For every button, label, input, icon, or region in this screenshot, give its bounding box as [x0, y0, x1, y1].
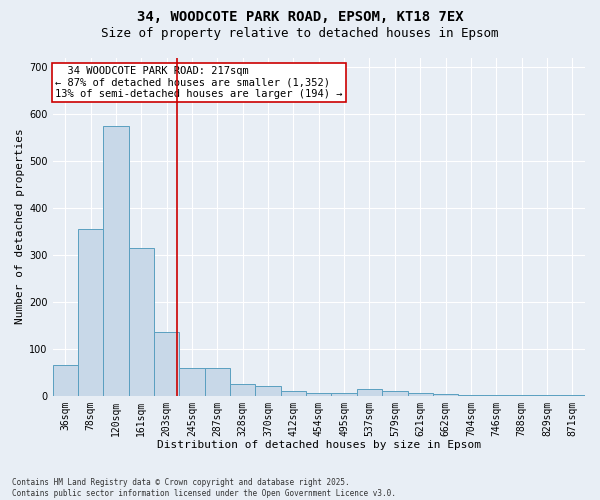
Bar	[357, 388, 382, 396]
Bar	[205, 368, 230, 396]
Bar	[433, 394, 458, 396]
Text: 34 WOODCOTE PARK ROAD: 217sqm
← 87% of detached houses are smaller (1,352)
13% o: 34 WOODCOTE PARK ROAD: 217sqm ← 87% of d…	[55, 66, 343, 99]
Bar	[154, 332, 179, 396]
Text: 34, WOODCOTE PARK ROAD, EPSOM, KT18 7EX: 34, WOODCOTE PARK ROAD, EPSOM, KT18 7EX	[137, 10, 463, 24]
Bar	[382, 391, 407, 396]
Bar	[53, 365, 78, 396]
Bar	[509, 395, 534, 396]
Bar	[407, 394, 433, 396]
Bar	[306, 394, 331, 396]
X-axis label: Distribution of detached houses by size in Epsom: Distribution of detached houses by size …	[157, 440, 481, 450]
Bar	[281, 391, 306, 396]
Bar	[230, 384, 256, 396]
Bar	[128, 248, 154, 396]
Bar	[331, 394, 357, 396]
Y-axis label: Number of detached properties: Number of detached properties	[15, 128, 25, 324]
Bar	[179, 368, 205, 396]
Text: Contains HM Land Registry data © Crown copyright and database right 2025.
Contai: Contains HM Land Registry data © Crown c…	[12, 478, 396, 498]
Bar	[103, 126, 128, 396]
Bar	[458, 395, 484, 396]
Text: Size of property relative to detached houses in Epsom: Size of property relative to detached ho…	[101, 28, 499, 40]
Bar	[484, 395, 509, 396]
Bar	[78, 229, 103, 396]
Bar	[256, 386, 281, 396]
